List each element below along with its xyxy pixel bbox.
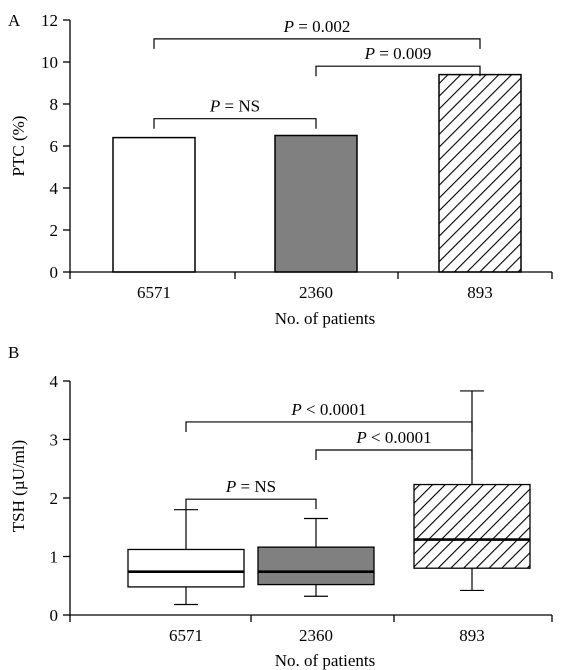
y-tick-label: 4: [50, 372, 59, 391]
y-tick-label: 10: [41, 53, 58, 72]
panel-b: B TSH (µU/ml) No. of patients 0 1 2 3 4 P < …: [8, 343, 553, 670]
significance-label: P < 0.0001: [355, 428, 431, 447]
y-tick-label: 2: [50, 221, 59, 240]
significance-label: P < 0.0001: [290, 400, 366, 419]
panel-b-annotations: P < 0.0001 P < 0.0001 P = NS: [185, 400, 473, 510]
panel-a: A PTC (%) No. of patients 0 2 4 6 8 10 12 P = …: [8, 11, 553, 328]
y-tick-label: 3: [50, 431, 59, 450]
significance-bracket: [185, 421, 473, 432]
x-tick-label: 2360: [299, 283, 333, 302]
y-tick-label: 0: [50, 263, 59, 282]
x-tick-label: 2360: [299, 626, 333, 645]
y-tick-label: 8: [50, 95, 59, 114]
significance-label: P = NS: [209, 97, 260, 116]
panel-a-xlabel: No. of patients: [275, 309, 376, 328]
y-tick-label: 12: [41, 11, 58, 30]
y-tick-label: 0: [50, 606, 59, 625]
significance-bracket: [185, 498, 317, 510]
box: [413, 483, 531, 569]
box: [257, 546, 375, 586]
x-tick-label: 893: [459, 626, 485, 645]
panel-b-boxes: [127, 390, 531, 606]
panel-a-y-ticks: 0 2 4 6 8 10 12: [41, 11, 71, 282]
significance-bracket: [153, 38, 481, 49]
significance-label: P = NS: [225, 477, 276, 496]
box: [127, 548, 245, 588]
y-tick-label: 1: [50, 548, 59, 567]
panel-a-letter: A: [8, 11, 21, 30]
significance-label: P = 0.002: [283, 17, 351, 36]
significance-label: P = 0.009: [364, 44, 432, 63]
x-tick-label: 6571: [137, 283, 171, 302]
significance-bracket: [315, 65, 481, 77]
bar: [112, 136, 196, 273]
y-tick-label: 4: [50, 179, 59, 198]
bar: [274, 134, 358, 273]
significance-bracket: [153, 118, 317, 129]
panel-b-letter: B: [8, 343, 19, 362]
significance-bracket: [315, 449, 473, 461]
panel-b-xlabel: No. of patients: [275, 651, 376, 670]
y-tick-label: 6: [50, 137, 59, 156]
x-tick-label: 893: [467, 283, 493, 302]
panel-a-bars: [112, 73, 522, 273]
bar: [438, 73, 522, 273]
panel-b-x-ticks: 6571 2360 893: [69, 614, 553, 645]
x-tick-label: 6571: [169, 626, 203, 645]
panel-b-y-ticks: 0 1 2 3 4: [50, 372, 71, 625]
panel-a-x-ticks: 6571 2360 893: [69, 271, 553, 302]
y-tick-label: 2: [50, 489, 59, 508]
panel-b-ylabel: TSH (µU/ml): [9, 440, 28, 532]
panel-a-annotations: P = 0.002 P = 0.009 P = NS: [153, 17, 481, 129]
panel-a-ylabel: PTC (%): [9, 116, 28, 177]
